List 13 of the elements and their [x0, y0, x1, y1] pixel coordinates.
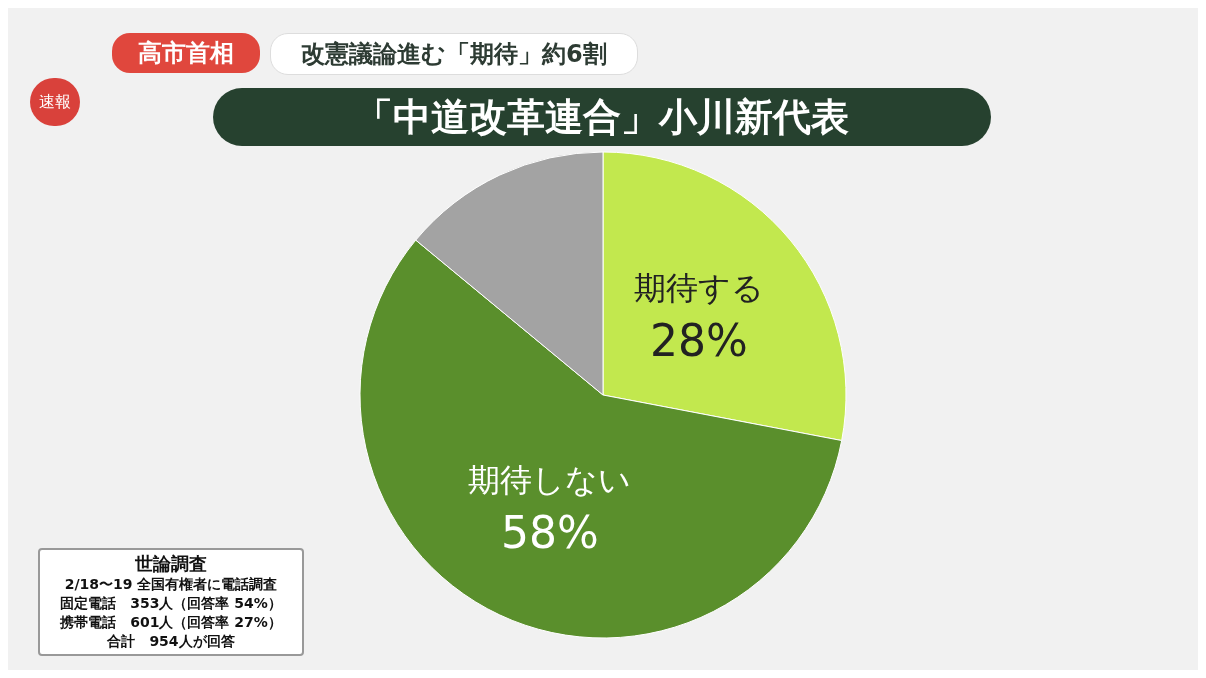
text: 世論調査: [134, 553, 208, 575]
data-label: 58%: [501, 507, 599, 559]
text: 高市首相: [112, 33, 260, 73]
data-label: 28%: [650, 315, 748, 367]
badge: 速報: [30, 78, 80, 126]
text: 2/18〜19 全国有権者に電話調査: [63, 575, 279, 594]
text: 固定電話 353人（回答率 54%）: [59, 594, 283, 613]
text: 合計 954人が回答: [106, 632, 236, 651]
chart-title: 「中道改革連合」小川新代表: [213, 88, 991, 146]
chart-subtitle: 改憲議論進む「期待」約6割: [270, 33, 638, 75]
text: 携帯電話 601人（回答率 27%）: [59, 613, 283, 632]
slice-label: 期待しない: [468, 460, 632, 499]
slice-label: 期待する: [633, 268, 764, 307]
